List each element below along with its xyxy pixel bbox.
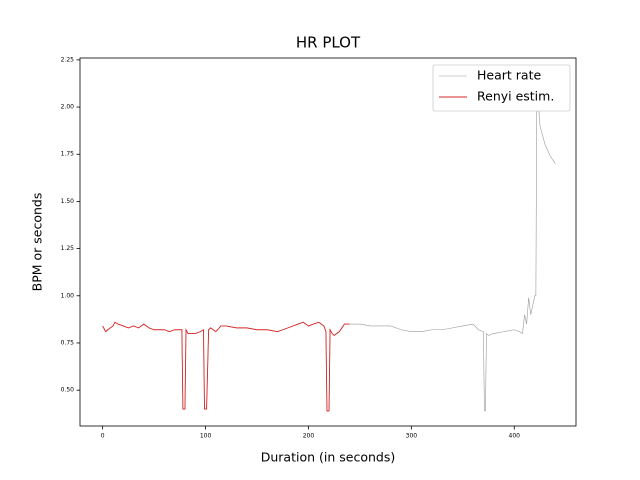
legend-box bbox=[432, 64, 571, 112]
x-tick-label: 300 bbox=[406, 433, 418, 440]
y-tick-label: 1.00 bbox=[61, 292, 75, 299]
y-tick-label: 0.75 bbox=[61, 339, 75, 346]
x-tick-label: 100 bbox=[200, 433, 212, 440]
x-axis-label: Duration (in seconds) bbox=[261, 450, 395, 465]
x-tick-label: 0 bbox=[101, 433, 105, 440]
y-tick-label: 2.00 bbox=[61, 104, 75, 111]
y-tick-label: 0.50 bbox=[61, 387, 75, 394]
y-tick-label: 1.75 bbox=[61, 151, 75, 158]
y-tick-label: 2.25 bbox=[61, 56, 75, 63]
legend-label: Renyi estim. bbox=[477, 89, 554, 104]
y-axis-label: BPM or seconds bbox=[30, 193, 45, 292]
series-line bbox=[102, 321, 350, 412]
y-tick-label: 1.50 bbox=[61, 198, 75, 205]
chart-title: HR PLOT bbox=[296, 34, 361, 52]
y-tick-label: 1.25 bbox=[61, 245, 75, 252]
plot-frame bbox=[79, 57, 577, 427]
x-tick-label: 400 bbox=[509, 433, 521, 440]
x-tick-label: 200 bbox=[303, 433, 315, 440]
legend-label: Heart rate bbox=[477, 68, 541, 83]
